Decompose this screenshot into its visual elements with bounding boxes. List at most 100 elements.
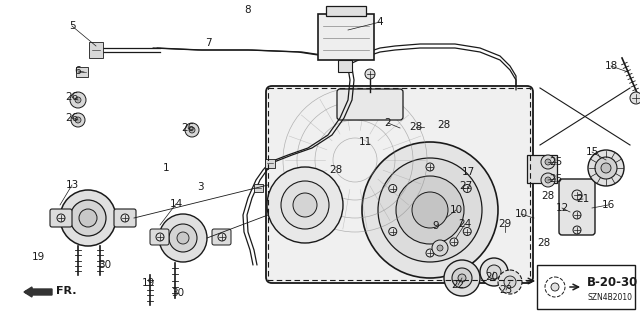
Text: 1: 1 xyxy=(163,163,170,173)
Circle shape xyxy=(450,238,458,246)
Text: 22: 22 xyxy=(451,280,465,290)
Circle shape xyxy=(504,276,516,288)
Circle shape xyxy=(458,274,466,282)
Circle shape xyxy=(60,190,116,246)
Circle shape xyxy=(541,155,555,169)
Circle shape xyxy=(541,173,555,187)
Text: 18: 18 xyxy=(604,61,618,71)
Circle shape xyxy=(601,163,611,173)
FancyBboxPatch shape xyxy=(50,209,72,227)
Text: 27: 27 xyxy=(460,181,472,191)
Text: 19: 19 xyxy=(141,278,155,288)
Circle shape xyxy=(378,158,482,262)
Text: 28: 28 xyxy=(410,122,422,132)
Bar xyxy=(268,88,530,280)
Circle shape xyxy=(588,150,624,186)
Text: 2: 2 xyxy=(385,118,391,128)
Text: 28: 28 xyxy=(437,120,451,130)
FancyBboxPatch shape xyxy=(114,209,136,227)
Circle shape xyxy=(444,260,480,296)
Circle shape xyxy=(388,184,397,192)
FancyBboxPatch shape xyxy=(266,86,533,283)
Circle shape xyxy=(498,270,522,294)
Circle shape xyxy=(293,193,317,217)
Circle shape xyxy=(463,227,471,235)
Circle shape xyxy=(630,92,640,104)
Text: 28: 28 xyxy=(538,238,550,248)
Text: 7: 7 xyxy=(205,38,211,48)
Bar xyxy=(318,14,374,60)
Text: 10: 10 xyxy=(515,209,527,219)
Circle shape xyxy=(159,214,207,262)
Text: 30: 30 xyxy=(99,260,111,270)
Circle shape xyxy=(71,113,85,127)
Text: B-20-30: B-20-30 xyxy=(587,277,638,290)
Circle shape xyxy=(70,200,106,236)
Circle shape xyxy=(70,92,86,108)
FancyBboxPatch shape xyxy=(212,229,231,245)
Circle shape xyxy=(545,177,551,183)
Text: 25: 25 xyxy=(549,157,563,167)
Circle shape xyxy=(189,127,195,133)
Text: 14: 14 xyxy=(170,199,182,209)
Text: 8: 8 xyxy=(244,5,252,15)
Circle shape xyxy=(218,233,226,241)
Text: 5: 5 xyxy=(68,21,76,31)
Circle shape xyxy=(267,167,343,243)
Text: 26: 26 xyxy=(181,123,195,133)
Circle shape xyxy=(121,214,129,222)
Circle shape xyxy=(177,232,189,244)
Text: 30: 30 xyxy=(172,288,184,298)
Circle shape xyxy=(573,226,581,234)
FancyBboxPatch shape xyxy=(337,89,403,120)
Text: 26: 26 xyxy=(65,113,79,123)
Bar xyxy=(76,67,88,77)
Bar xyxy=(89,42,103,58)
Circle shape xyxy=(437,245,443,251)
Text: 10: 10 xyxy=(449,205,463,215)
Circle shape xyxy=(426,163,434,171)
Circle shape xyxy=(57,214,65,222)
Text: 21: 21 xyxy=(577,194,589,204)
Circle shape xyxy=(75,97,81,103)
Circle shape xyxy=(487,265,501,279)
Circle shape xyxy=(545,159,551,165)
Circle shape xyxy=(432,240,448,256)
Text: 24: 24 xyxy=(458,219,472,229)
Bar xyxy=(338,60,352,72)
Circle shape xyxy=(396,176,464,244)
Circle shape xyxy=(551,283,559,291)
Circle shape xyxy=(595,157,617,179)
Text: FR.: FR. xyxy=(56,286,77,296)
Circle shape xyxy=(185,123,199,137)
Text: 19: 19 xyxy=(31,252,45,262)
FancyArrow shape xyxy=(24,287,52,297)
Text: 23: 23 xyxy=(499,285,513,295)
Circle shape xyxy=(75,117,81,123)
Circle shape xyxy=(169,224,197,252)
Bar xyxy=(253,184,262,192)
Bar xyxy=(537,265,635,309)
Circle shape xyxy=(79,209,97,227)
Text: 4: 4 xyxy=(377,17,383,27)
Circle shape xyxy=(463,184,471,192)
Text: 28: 28 xyxy=(541,191,555,201)
Circle shape xyxy=(281,181,329,229)
Text: 13: 13 xyxy=(65,180,79,190)
Circle shape xyxy=(572,190,582,200)
Circle shape xyxy=(426,249,434,257)
Bar xyxy=(527,155,557,183)
Text: 6: 6 xyxy=(75,66,81,76)
FancyBboxPatch shape xyxy=(150,229,169,245)
Text: SZN4B2010: SZN4B2010 xyxy=(587,293,632,301)
Bar xyxy=(326,6,366,16)
Bar xyxy=(265,159,275,167)
Text: 12: 12 xyxy=(556,203,568,213)
Text: 26: 26 xyxy=(65,92,79,102)
Circle shape xyxy=(362,142,498,278)
Circle shape xyxy=(388,227,397,235)
Text: 25: 25 xyxy=(549,174,563,184)
Text: 28: 28 xyxy=(330,165,342,175)
Text: 16: 16 xyxy=(602,200,614,210)
Circle shape xyxy=(573,211,581,219)
